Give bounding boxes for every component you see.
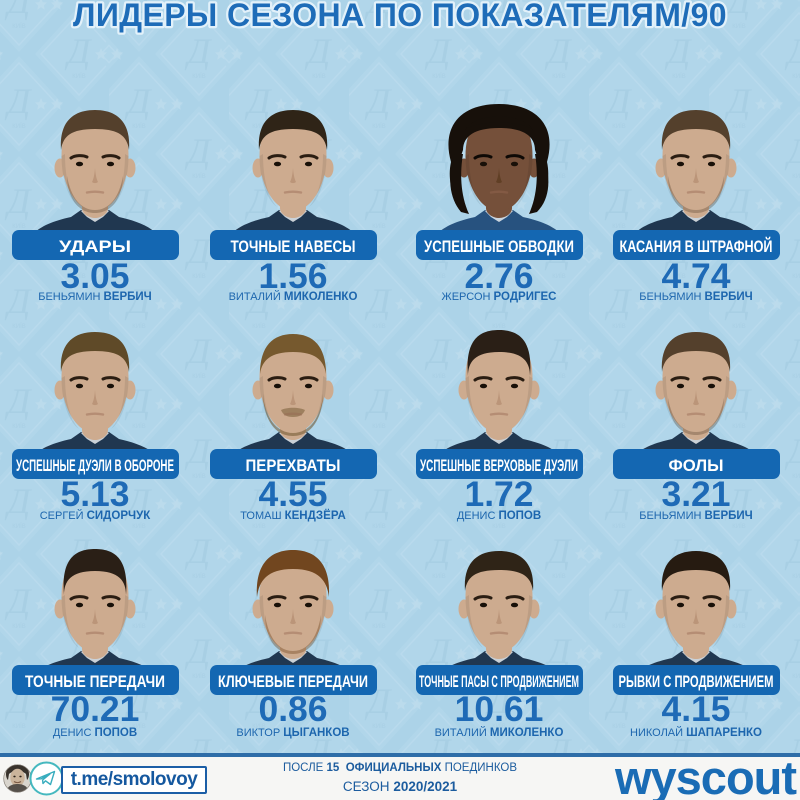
svg-text:РЫВКИ С ПРОДВИЖЕНИЕМ: РЫВКИ С ПРОДВИЖЕНИЕМ bbox=[619, 672, 774, 691]
svg-text:КАСАНИЯ В ШТРАФНОЙ: КАСАНИЯ В ШТРАФНОЙ bbox=[620, 237, 773, 256]
svg-text:УСПЕШНЫЕ ВЕРХОВЫЕ ДУЭЛИ: УСПЕШНЫЕ ВЕРХОВЫЕ ДУЭЛИ bbox=[420, 456, 578, 475]
svg-text:УСПЕШНЫЕ ДУЭЛИ В ОБОРОНЕ: УСПЕШНЫЕ ДУЭЛИ В ОБОРОНЕ bbox=[16, 456, 174, 475]
svg-text:ЛИДЕРЫ СЕЗОНА ПО ПОКАЗАТЕЛЯМ/9: ЛИДЕРЫ СЕЗОНА ПО ПОКАЗАТЕЛЯМ/90 bbox=[73, 0, 727, 33]
svg-text:ПЕРЕХВАТЫ: ПЕРЕХВАТЫ bbox=[246, 456, 341, 475]
svg-text:ТОЧНЫЕ ПАСЫ С ПРОДВИЖЕНИЕМ: ТОЧНЫЕ ПАСЫ С ПРОДВИЖЕНИЕМ bbox=[419, 672, 579, 691]
svg-text:УСПЕШНЫЕ ОБВОДКИ: УСПЕШНЫЕ ОБВОДКИ bbox=[424, 237, 574, 256]
svg-text:КЛЮЧЕВЫЕ ПЕРЕДАЧИ: КЛЮЧЕВЫЕ ПЕРЕДАЧИ bbox=[218, 672, 368, 691]
svg-text:ТОЧНЫЕ ПЕРЕДАЧИ: ТОЧНЫЕ ПЕРЕДАЧИ bbox=[25, 672, 165, 691]
svg-text:УДАРЫ: УДАРЫ bbox=[59, 237, 131, 256]
svg-text:ТОЧНЫЕ НАВЕСЫ: ТОЧНЫЕ НАВЕСЫ bbox=[231, 237, 356, 256]
svg-text:ФОЛЫ: ФОЛЫ bbox=[669, 456, 724, 475]
